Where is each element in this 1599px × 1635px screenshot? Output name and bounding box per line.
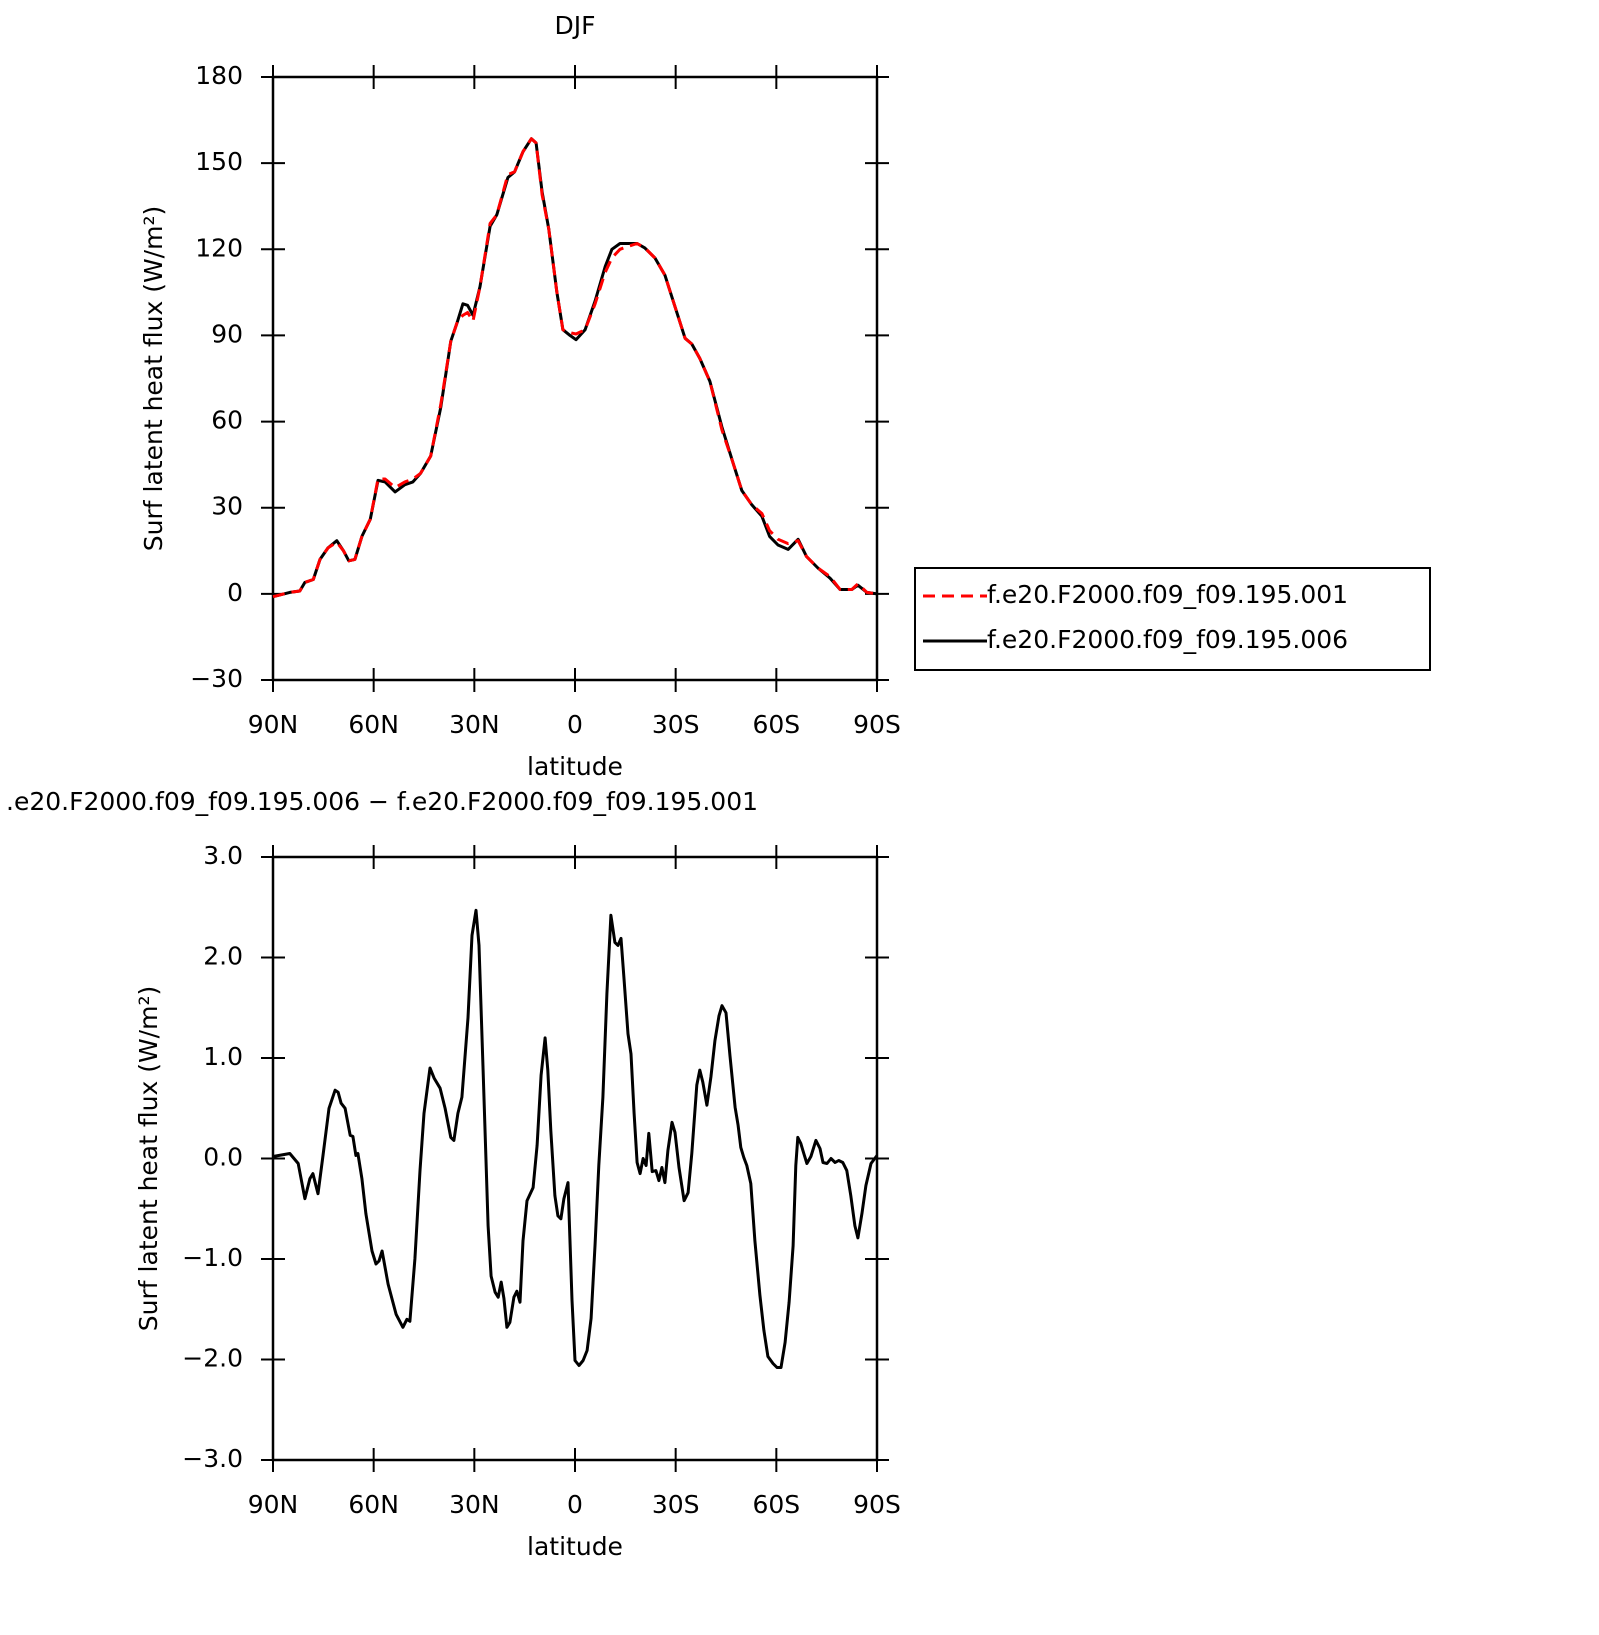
y-tick-label: 3.0 (203, 841, 243, 870)
legend-label: f.e20.F2000.f09_f09.195.006 (987, 625, 1348, 654)
y-axis-label: Surf latent heat flux (W/m²) (134, 986, 163, 1331)
y-tick-label: −2.0 (182, 1344, 243, 1373)
y-tick-label: 120 (195, 233, 243, 262)
y-axis-label: Surf latent heat flux (W/m²) (139, 206, 168, 551)
x-tick-label: 90S (853, 710, 901, 739)
x-tick-label: 90N (248, 1490, 299, 1519)
data-line (272, 137, 878, 599)
x-tick-label: 30S (652, 710, 700, 739)
x-tick-label: 90N (248, 710, 299, 739)
x-tick-label: 60N (348, 710, 399, 739)
y-tick-label: 0.0 (203, 1143, 243, 1172)
plot-frame (271, 75, 879, 682)
x-axis-label: latitude (527, 752, 623, 781)
x-tick-label: 60S (752, 710, 800, 739)
y-tick-label: −1.0 (182, 1243, 243, 1272)
x-tick-label: 60N (348, 1490, 399, 1519)
data-line (272, 137, 878, 599)
y-tick-label: 0 (227, 578, 243, 607)
plot-frame (271, 855, 879, 1462)
x-tick-label: 30S (652, 1490, 700, 1519)
chart-title: .e20.F2000.f09_f09.195.006 − f.e20.F2000… (6, 787, 758, 816)
y-tick-label: 180 (195, 61, 243, 90)
x-tick-label: 0 (567, 1490, 583, 1519)
legend-box (914, 567, 1431, 671)
y-tick-label: −3.0 (182, 1444, 243, 1473)
y-tick-label: 30 (211, 492, 243, 521)
x-axis-label: latitude (527, 1532, 623, 1561)
y-tick-label: 150 (195, 147, 243, 176)
data-line (272, 908, 879, 1369)
y-tick-label: 1.0 (203, 1042, 243, 1071)
chart-title: DJF (554, 11, 595, 40)
y-tick-label: −30 (190, 664, 243, 693)
y-tick-label: 90 (211, 319, 243, 348)
x-tick-label: 30N (449, 1490, 500, 1519)
y-tick-label: 2.0 (203, 942, 243, 971)
x-tick-label: 60S (752, 1490, 800, 1519)
x-tick-label: 0 (567, 710, 583, 739)
x-tick-label: 30N (449, 710, 500, 739)
x-tick-label: 90S (853, 1490, 901, 1519)
y-tick-label: 60 (211, 406, 243, 435)
legend-label: f.e20.F2000.f09_f09.195.001 (987, 580, 1348, 609)
